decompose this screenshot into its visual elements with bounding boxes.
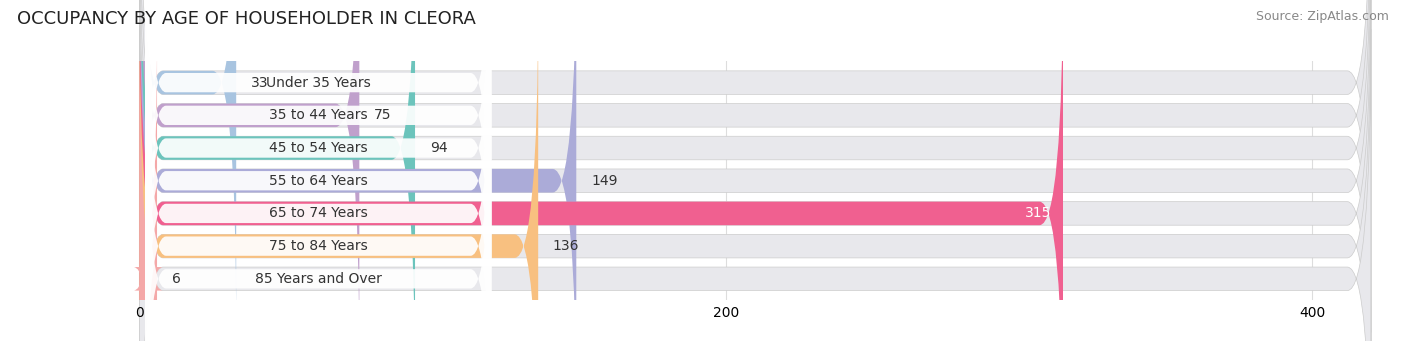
FancyBboxPatch shape <box>139 0 1371 341</box>
FancyBboxPatch shape <box>139 0 1371 341</box>
Text: 149: 149 <box>591 174 617 188</box>
FancyBboxPatch shape <box>139 0 1371 332</box>
Text: OCCUPANCY BY AGE OF HOUSEHOLDER IN CLEORA: OCCUPANCY BY AGE OF HOUSEHOLDER IN CLEOR… <box>17 10 475 28</box>
FancyBboxPatch shape <box>139 0 236 332</box>
FancyBboxPatch shape <box>145 60 491 341</box>
FancyBboxPatch shape <box>139 29 1371 341</box>
FancyBboxPatch shape <box>139 0 576 341</box>
Text: 75 to 84 Years: 75 to 84 Years <box>269 239 367 253</box>
Text: 33: 33 <box>250 76 269 90</box>
FancyBboxPatch shape <box>145 0 491 341</box>
Text: 6: 6 <box>172 272 180 286</box>
FancyBboxPatch shape <box>139 0 1371 341</box>
FancyBboxPatch shape <box>139 0 538 341</box>
FancyBboxPatch shape <box>145 27 491 341</box>
Text: 315: 315 <box>1025 206 1052 220</box>
FancyBboxPatch shape <box>134 29 163 341</box>
FancyBboxPatch shape <box>145 0 491 302</box>
Text: 35 to 44 Years: 35 to 44 Years <box>269 108 367 122</box>
Text: 45 to 54 Years: 45 to 54 Years <box>269 141 367 155</box>
FancyBboxPatch shape <box>145 0 491 341</box>
Text: 55 to 64 Years: 55 to 64 Years <box>269 174 367 188</box>
Text: 136: 136 <box>553 239 579 253</box>
Text: Under 35 Years: Under 35 Years <box>266 76 371 90</box>
Text: 75: 75 <box>374 108 391 122</box>
Text: Source: ZipAtlas.com: Source: ZipAtlas.com <box>1256 10 1389 23</box>
FancyBboxPatch shape <box>139 0 360 341</box>
FancyBboxPatch shape <box>145 0 491 341</box>
FancyBboxPatch shape <box>139 0 1371 341</box>
FancyBboxPatch shape <box>139 0 1063 341</box>
FancyBboxPatch shape <box>139 0 1371 341</box>
Text: 85 Years and Over: 85 Years and Over <box>254 272 381 286</box>
FancyBboxPatch shape <box>145 0 491 335</box>
FancyBboxPatch shape <box>139 0 415 341</box>
Text: 94: 94 <box>430 141 447 155</box>
Text: 65 to 74 Years: 65 to 74 Years <box>269 206 367 220</box>
